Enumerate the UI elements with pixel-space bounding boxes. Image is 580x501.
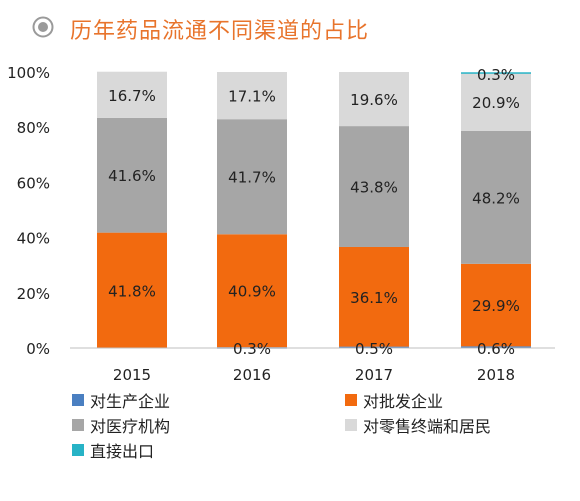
data-label: 43.8% <box>350 179 398 197</box>
y-tick-label: 20% <box>17 285 50 303</box>
data-label: 41.8% <box>108 282 156 300</box>
data-label: 0.6% <box>477 340 515 358</box>
bar-segment <box>217 72 287 120</box>
bar-segment <box>217 234 287 348</box>
bar-segment <box>339 72 409 127</box>
chart-title: 历年药品流通不同渠道的占比 <box>70 19 370 44</box>
bar-segment <box>461 73 531 131</box>
bar-segment <box>97 71 167 118</box>
radio-icon <box>32 16 54 38</box>
y-tick-label: 60% <box>17 174 50 192</box>
x-tick-label: 2018 <box>477 366 515 384</box>
y-tick-label: 80% <box>17 119 50 137</box>
title-bar: 历年药品流通不同渠道的占比 <box>0 0 580 60</box>
bar-segment <box>217 119 287 235</box>
bar-segment <box>461 130 531 264</box>
data-label: 16.7% <box>108 87 156 105</box>
data-label: 17.1% <box>228 88 276 106</box>
bar-segment <box>339 126 409 247</box>
data-label: 40.9% <box>228 283 276 301</box>
y-tick-label: 100% <box>7 64 50 82</box>
x-tick-label: 2015 <box>113 366 151 384</box>
bar-segment <box>461 263 531 347</box>
bar-segment <box>339 346 409 349</box>
x-tick-label: 2017 <box>355 366 393 384</box>
bar-segment <box>461 346 531 348</box>
bar-segment <box>97 117 167 233</box>
bar-segment <box>461 72 531 74</box>
data-label: 36.1% <box>350 289 398 307</box>
data-label: 41.7% <box>228 169 276 187</box>
data-label: 29.9% <box>472 297 520 315</box>
y-tick-label: 40% <box>17 230 50 248</box>
data-label: 48.2% <box>472 189 520 207</box>
x-tick-label: 2016 <box>233 366 271 384</box>
data-label: 0.3% <box>477 66 515 84</box>
data-label: 19.6% <box>350 91 398 109</box>
bar-segment <box>97 232 167 348</box>
data-label: 20.9% <box>472 94 520 112</box>
data-label: 0.5% <box>355 340 393 358</box>
y-tick-label: 0% <box>26 340 50 358</box>
data-label: 0.3% <box>233 340 271 358</box>
data-label: 41.6% <box>108 167 156 185</box>
bar-segment <box>339 246 409 347</box>
